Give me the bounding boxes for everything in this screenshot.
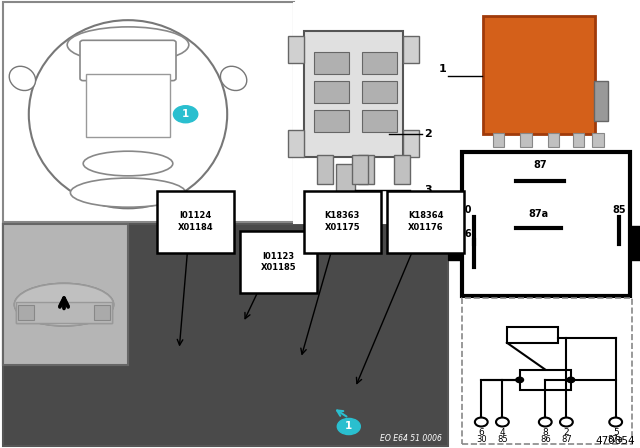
Bar xyxy=(314,52,349,74)
Bar xyxy=(339,193,351,199)
Bar xyxy=(462,152,630,296)
Bar xyxy=(16,302,112,323)
Text: I01124
X01184: I01124 X01184 xyxy=(177,211,213,232)
Circle shape xyxy=(173,106,198,123)
Ellipse shape xyxy=(220,66,247,90)
Text: 87: 87 xyxy=(561,435,572,444)
Bar xyxy=(362,110,397,132)
Text: I01123
X01185: I01123 X01185 xyxy=(260,252,296,272)
Text: 1: 1 xyxy=(345,422,353,431)
Bar xyxy=(462,298,632,444)
Text: EO E64 51 0006: EO E64 51 0006 xyxy=(380,434,442,443)
Circle shape xyxy=(475,418,488,426)
Text: 87a: 87a xyxy=(608,435,623,444)
Bar xyxy=(3,224,448,446)
Text: 8: 8 xyxy=(543,428,548,437)
Bar xyxy=(483,16,595,134)
Bar xyxy=(288,130,304,157)
Bar xyxy=(394,155,410,184)
Bar xyxy=(630,226,640,260)
Ellipse shape xyxy=(29,20,227,208)
Bar xyxy=(362,52,397,74)
Text: 86: 86 xyxy=(540,435,550,444)
Ellipse shape xyxy=(67,27,189,63)
Ellipse shape xyxy=(70,178,186,207)
Text: 2: 2 xyxy=(424,129,432,139)
Circle shape xyxy=(567,377,575,383)
Bar xyxy=(493,133,504,147)
Ellipse shape xyxy=(83,151,173,176)
Circle shape xyxy=(609,418,622,426)
Bar xyxy=(507,327,558,343)
Bar xyxy=(403,130,419,157)
Text: 85: 85 xyxy=(612,205,626,215)
Bar xyxy=(3,224,128,365)
Bar xyxy=(3,224,128,365)
Ellipse shape xyxy=(14,284,114,326)
Bar xyxy=(314,110,349,132)
Bar xyxy=(288,36,304,63)
Bar xyxy=(18,305,34,320)
Text: K18364
X01176: K18364 X01176 xyxy=(408,211,444,232)
Bar xyxy=(403,36,419,63)
Text: 87: 87 xyxy=(533,160,547,170)
Bar xyxy=(520,133,532,147)
Bar xyxy=(358,155,374,184)
Circle shape xyxy=(516,377,524,383)
Text: 30: 30 xyxy=(476,435,486,444)
Text: 30: 30 xyxy=(458,205,472,215)
Text: 86: 86 xyxy=(458,229,472,239)
Bar xyxy=(352,155,368,184)
Bar xyxy=(337,198,341,211)
Bar xyxy=(293,2,460,224)
Text: 3: 3 xyxy=(424,185,432,195)
Text: 4: 4 xyxy=(500,428,505,437)
Bar xyxy=(314,81,349,103)
Bar xyxy=(548,133,559,147)
Ellipse shape xyxy=(14,284,114,326)
Bar xyxy=(336,164,355,195)
Circle shape xyxy=(539,418,552,426)
Circle shape xyxy=(337,418,360,435)
Bar xyxy=(362,81,397,103)
Bar xyxy=(592,133,604,147)
Bar xyxy=(520,370,571,390)
Text: 87a: 87a xyxy=(529,209,549,219)
Ellipse shape xyxy=(9,66,36,90)
Text: K18363
X01175: K18363 X01175 xyxy=(324,211,360,232)
Text: 5: 5 xyxy=(613,428,618,437)
Bar xyxy=(86,74,170,137)
Bar xyxy=(594,81,608,121)
Text: 470854: 470854 xyxy=(596,436,636,446)
Text: 2: 2 xyxy=(564,428,569,437)
Text: 1: 1 xyxy=(439,64,447,74)
Bar xyxy=(448,226,462,260)
Bar xyxy=(304,31,403,157)
Text: 6: 6 xyxy=(479,428,484,437)
Bar xyxy=(344,198,349,211)
Text: 85: 85 xyxy=(497,435,508,444)
Bar xyxy=(573,133,584,147)
Bar xyxy=(16,302,112,323)
Bar xyxy=(317,155,333,184)
Text: 1: 1 xyxy=(182,109,189,119)
Circle shape xyxy=(496,418,509,426)
Bar xyxy=(94,305,110,320)
Bar xyxy=(3,2,294,222)
Circle shape xyxy=(560,418,573,426)
FancyBboxPatch shape xyxy=(80,40,176,81)
